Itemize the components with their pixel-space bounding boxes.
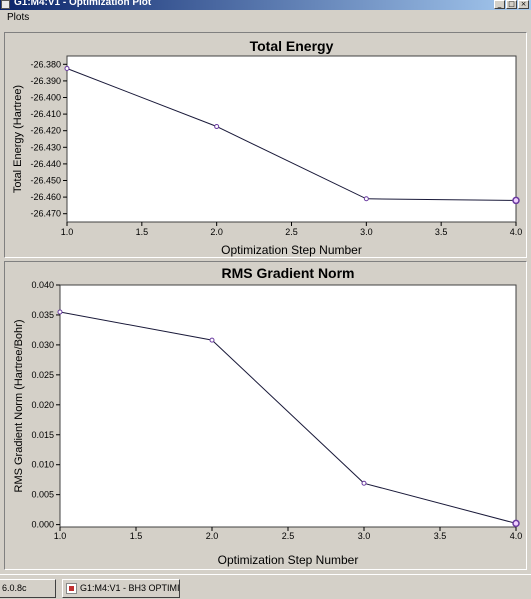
x-tick-label: 1.5 (130, 531, 143, 541)
y-tick-label: -26.390 (30, 76, 61, 86)
taskbar-item-label: G1:M4:V1 - BH3 OPTIMI... (80, 583, 180, 593)
plot-area (59, 284, 517, 528)
y-tick-label: -26.410 (30, 109, 61, 119)
taskbar: 6.0.8c G1:M4:V1 - BH3 OPTIMI... (0, 574, 531, 599)
data-point (512, 196, 520, 205)
plot-area (66, 55, 517, 223)
app-window-icon[interactable] (1, 0, 10, 9)
taskbar-item-optimization[interactable]: G1:M4:V1 - BH3 OPTIMI... (62, 579, 180, 598)
total-energy-panel: Total Energy 1.0 1.5 2.0 2.5 3.0 3.5 4.0 -26.380… (4, 32, 527, 258)
y-tick-label: 0.020 (31, 400, 54, 410)
window-title: G1:M4:V1 - Optimization Plot (14, 0, 152, 8)
y-tick-label: 0.010 (31, 460, 54, 470)
maximize-button[interactable]: □ (506, 0, 517, 9)
rms-gradient-panel: RMS Gradient Norm 1.0 1.5 2.0 2.5 3.0 3.5 4.0 0.… (4, 261, 527, 570)
series-line (59, 311, 517, 524)
series-line (66, 68, 517, 201)
data-point (64, 65, 70, 71)
y-tick-label: 0.035 (31, 310, 54, 320)
x-tick-label: 4.0 (510, 227, 523, 237)
x-axis-label: Optimization Step Number (221, 243, 362, 257)
data-point (512, 519, 520, 528)
y-tick-label: -26.380 (30, 59, 61, 69)
y-tick-label: -26.470 (30, 209, 61, 219)
y-axis-label: Total Energy (Hartree) (12, 85, 24, 193)
y-tick-label: 0.040 (31, 280, 54, 290)
y-tick-label: -26.440 (30, 159, 61, 169)
x-tick-label: 2.5 (282, 531, 295, 541)
data-point (361, 480, 367, 486)
y-tick-label: 0.025 (31, 370, 54, 380)
x-axis-label: Optimization Step Number (218, 553, 359, 567)
minimize-button[interactable]: _ (494, 0, 505, 9)
y-tick-label: 0.030 (31, 340, 54, 350)
title-bar[interactable]: G1:M4:V1 - Optimization Plot _ □ × (0, 0, 531, 10)
y-tick-label: -26.450 (30, 176, 61, 186)
x-tick-label: 1.0 (61, 227, 74, 237)
x-tick-label: 2.0 (206, 531, 219, 541)
menu-plots[interactable]: Plots (7, 12, 30, 23)
x-tick-label: 3.5 (435, 227, 448, 237)
y-tick-label: -26.400 (30, 93, 61, 103)
x-tick-label: 1.5 (136, 227, 149, 237)
data-point (214, 124, 220, 130)
y-tick-label: -26.460 (30, 192, 61, 202)
x-tick-label: 3.0 (358, 531, 371, 541)
y-tick-label: 0.000 (31, 520, 54, 530)
x-tick-label: 3.0 (360, 227, 373, 237)
x-tick-label: 1.0 (54, 531, 67, 541)
gaussview-icon (66, 583, 77, 594)
window-controls: _ □ × (494, 0, 529, 9)
data-point (363, 196, 369, 202)
total-energy-chart: Total Energy 1.0 1.5 2.0 2.5 3.0 3.5 4.0 -26.380… (12, 38, 523, 257)
taskbar-item-label: 6.0.8c (2, 583, 27, 593)
y-tick-label: -26.420 (30, 126, 61, 136)
data-point (209, 337, 215, 343)
taskbar-item-version[interactable]: 6.0.8c (0, 579, 56, 598)
y-tick-label: 0.015 (31, 430, 54, 440)
rms-gradient-chart: RMS Gradient Norm 1.0 1.5 2.0 2.5 3.0 3.5 4.0 0.… (13, 265, 523, 567)
close-button[interactable]: × (518, 0, 529, 9)
chart-title: RMS Gradient Norm (221, 265, 354, 281)
x-tick-label: 2.0 (210, 227, 223, 237)
data-point (57, 309, 63, 315)
x-tick-label: 2.5 (285, 227, 298, 237)
chart-title: Total Energy (250, 38, 334, 54)
y-tick-label: -26.430 (30, 142, 61, 152)
menu-bar: Plots (0, 10, 531, 28)
x-tick-label: 4.0 (510, 531, 523, 541)
y-tick-label: 0.005 (31, 490, 54, 500)
y-axis-label: RMS Gradient Norm (Hartree/Bohr) (13, 320, 25, 493)
x-tick-label: 3.5 (434, 531, 447, 541)
